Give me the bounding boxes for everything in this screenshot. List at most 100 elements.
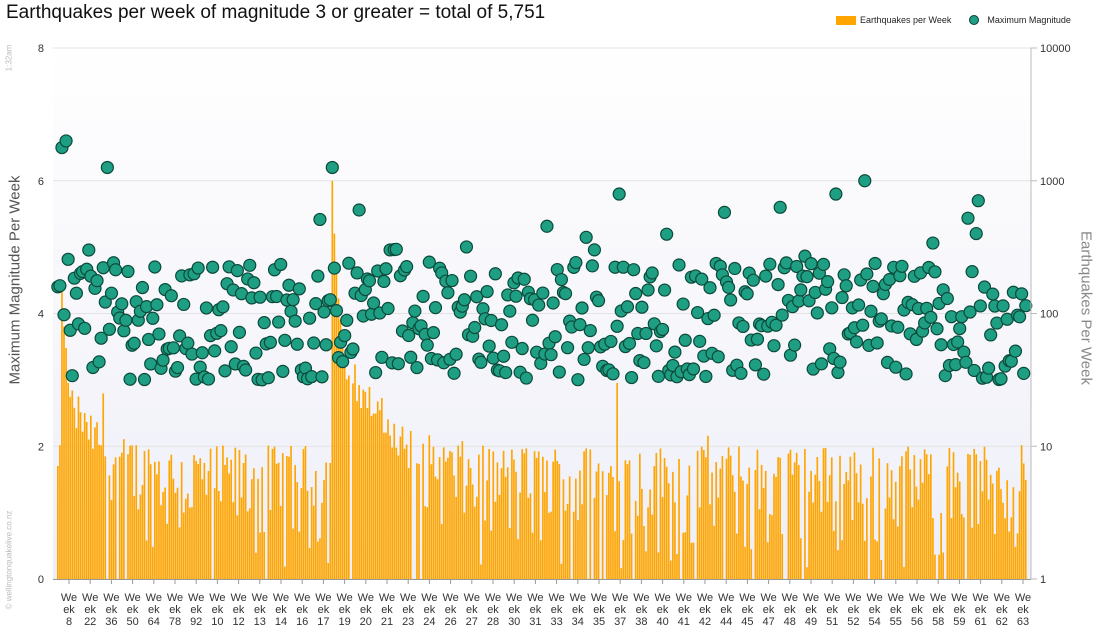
x-tick-label: ek — [190, 604, 202, 616]
bar-mark — [579, 471, 581, 579]
bar-mark — [453, 476, 455, 579]
bar-mark — [290, 446, 292, 579]
x-tick-label: 10 — [211, 616, 223, 628]
magnitude-point — [580, 231, 592, 243]
bar-mark — [499, 495, 501, 579]
bar-mark — [897, 526, 899, 579]
x-tick-label: ek — [784, 604, 796, 616]
bar-mark — [466, 486, 468, 579]
bar-mark — [1025, 480, 1027, 579]
bar-mark — [329, 463, 331, 579]
magnitude-point — [122, 265, 134, 277]
y-right-tick-label: 10000 — [1040, 43, 1071, 55]
bar-mark — [686, 495, 688, 579]
bar-mark — [189, 508, 191, 579]
bar-mark — [166, 524, 168, 579]
bar-mark — [932, 518, 934, 579]
x-tick-label: ek — [296, 604, 308, 616]
magnitude-point — [500, 367, 512, 379]
bar-mark — [367, 408, 369, 579]
bar-mark — [583, 451, 585, 579]
bar-mark — [1008, 531, 1010, 579]
x-tick-label: ek — [954, 604, 966, 616]
bar-mark — [658, 552, 660, 579]
magnitude-point — [475, 356, 487, 368]
magnitude-point — [120, 314, 132, 326]
magnitude-point — [153, 328, 165, 340]
bar-mark — [146, 541, 148, 579]
x-tick-label: 26 — [444, 616, 456, 628]
x-tick-label: We — [167, 592, 183, 604]
bar-mark — [218, 491, 220, 579]
bar-mark — [709, 504, 711, 579]
x-tick-label: 51 — [826, 616, 838, 628]
bar-mark — [668, 483, 670, 579]
bar-mark — [507, 467, 509, 579]
magnitude-point — [758, 368, 770, 380]
bar-mark — [1017, 533, 1019, 579]
x-tick-label: 23 — [402, 616, 414, 628]
magnitude-point — [196, 347, 208, 359]
bar-mark — [631, 534, 633, 579]
bar-mark — [938, 555, 940, 579]
bar-mark — [771, 515, 773, 579]
magnitude-point — [857, 319, 869, 331]
bar-mark — [996, 471, 998, 579]
bar-mark — [763, 488, 765, 579]
x-tick-label: 62 — [996, 616, 1008, 628]
magnitude-point — [527, 314, 539, 326]
bar-mark — [369, 387, 371, 579]
x-tick-label: We — [230, 592, 246, 604]
magnitude-point — [291, 338, 303, 350]
x-tick-label: 54 — [868, 616, 880, 628]
bar-mark — [765, 471, 767, 579]
x-tick-label: We — [994, 592, 1010, 604]
magnitude-point — [630, 288, 642, 300]
bar-mark — [383, 433, 385, 579]
bar-mark — [65, 348, 67, 579]
bar-mark — [596, 471, 598, 579]
x-tick-label: ek — [890, 604, 902, 616]
bar-mark — [216, 446, 218, 579]
x-tick-label: We — [485, 592, 501, 604]
x-tick-label: 8 — [66, 616, 72, 628]
magnitude-point — [430, 302, 442, 314]
x-tick-label: We — [146, 592, 162, 604]
magnitude-point — [58, 309, 70, 321]
bar-mark — [173, 479, 175, 579]
bar-mark — [315, 471, 317, 579]
x-tick-label: We — [676, 592, 692, 604]
magnitude-point — [93, 356, 105, 368]
bar-mark — [885, 509, 887, 579]
magnitude-point — [997, 300, 1009, 312]
bar-mark — [740, 476, 742, 579]
bar-mark — [847, 480, 849, 579]
bar-mark — [713, 526, 715, 579]
magnitude-point — [231, 265, 243, 277]
bar-mark — [829, 475, 831, 579]
bar-mark — [550, 512, 552, 579]
magnitude-point — [157, 354, 169, 366]
magnitude-point — [795, 284, 807, 296]
bar-mark — [140, 494, 142, 579]
y-right-tick-label: 10 — [1040, 441, 1052, 453]
bar-mark — [918, 500, 920, 579]
bar-mark — [598, 463, 600, 579]
magnitude-point — [258, 317, 270, 329]
bar-mark — [156, 474, 158, 579]
bar-mark — [148, 449, 150, 579]
x-tick-label: We — [273, 592, 289, 604]
bar-mark — [860, 465, 862, 579]
bar-mark — [400, 436, 402, 579]
magnitude-point — [588, 244, 600, 256]
bar-mark — [651, 515, 653, 579]
x-tick-label: ek — [360, 604, 372, 616]
magnitude-point — [192, 262, 204, 274]
x-tick-label: We — [188, 592, 204, 604]
magnitude-point — [450, 348, 462, 360]
x-tick-label: ek — [275, 604, 287, 616]
x-tick-label: 59 — [953, 616, 965, 628]
magnitude-point — [764, 258, 776, 270]
bar-mark — [247, 511, 249, 579]
x-tick-label: 12 — [232, 616, 244, 628]
